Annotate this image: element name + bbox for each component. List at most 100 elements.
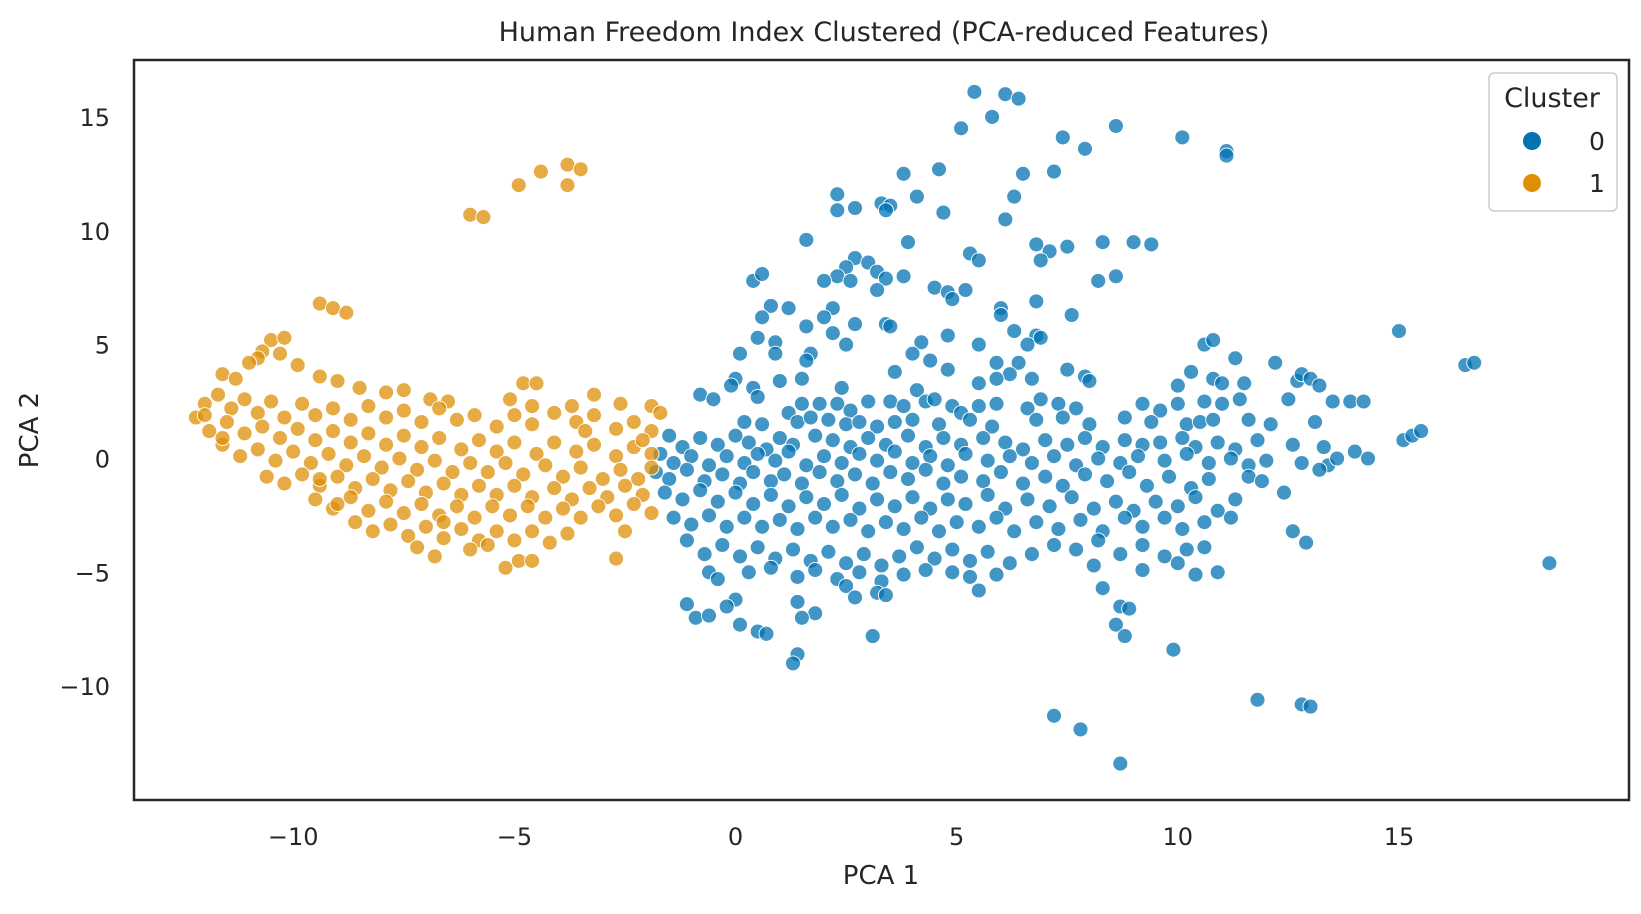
scatter-point-cluster-0 (948, 514, 965, 531)
scatter-point-cluster-0 (860, 523, 877, 540)
scatter-point-cluster-0 (1081, 373, 1098, 389)
scatter-point-cluster-0 (1006, 523, 1023, 540)
scatter-point-cluster-0 (895, 165, 912, 182)
scatter-point-cluster-0 (1360, 450, 1376, 467)
scatter-point-cluster-0 (922, 448, 939, 465)
scatter-point-cluster-0 (1209, 434, 1226, 451)
scatter-point-cluster-1 (351, 379, 368, 396)
scatter-point-cluster-1 (347, 514, 364, 531)
scatter-point-cluster-0 (1072, 721, 1089, 738)
scatter-point-cluster-0 (1169, 498, 1186, 515)
scatter-point-cluster-0 (718, 448, 735, 465)
scatter-point-cluster-0 (1391, 323, 1407, 339)
scatter-point-cluster-0 (838, 578, 855, 594)
scatter-point-cluster-0 (992, 307, 1009, 323)
y-tick-label: 5 (95, 332, 110, 360)
chart-title: Human Freedom Index Clustered (PCA-reduc… (499, 17, 1270, 48)
scatter-point-cluster-1 (546, 434, 563, 451)
scatter-point-cluster-0 (833, 455, 850, 471)
scatter-point-cluster-1 (515, 466, 532, 483)
scatter-point-cluster-0 (732, 616, 748, 633)
scatter-point-cluster-0 (1156, 452, 1173, 469)
scatter-point-cluster-0 (727, 484, 744, 501)
scatter-point-cluster-1 (448, 411, 465, 428)
scatter-point-cluster-0 (1041, 498, 1058, 515)
y-axis: −10 −5 0 5 10 15 (59, 104, 110, 701)
scatter-point-cluster-0 (1090, 532, 1107, 549)
x-tick-label: 10 (1163, 823, 1194, 851)
scatter-point-cluster-1 (307, 491, 324, 508)
scatter-point-cluster-0 (1072, 511, 1089, 528)
scatter-point-cluster-0 (740, 564, 757, 581)
scatter-point-cluster-0 (1125, 234, 1142, 251)
scatter-point-cluster-1 (532, 163, 549, 180)
scatter-point-cluster-0 (1112, 546, 1129, 563)
scatter-point-cluster-1 (311, 295, 328, 312)
scatter-point-cluster-0 (1134, 518, 1151, 535)
scatter-point-cluster-1 (506, 434, 523, 451)
scatter-point-cluster-0 (1209, 502, 1226, 519)
scatter-point-cluster-0 (1293, 455, 1310, 471)
scatter-point-cluster-0 (807, 562, 824, 578)
scatter-point-cluster-0 (895, 398, 912, 415)
scatter-point-cluster-1 (608, 420, 625, 437)
scatter-point-cluster-0 (749, 389, 766, 405)
scatter-point-cluster-1 (395, 505, 412, 522)
scatter-point-cluster-0 (975, 430, 992, 446)
scatter-point-cluster-0 (1099, 473, 1116, 490)
scatter-point-cluster-0 (829, 395, 846, 412)
scatter-point-cluster-1 (289, 420, 306, 437)
scatter-point-cluster-1 (364, 471, 381, 487)
scatter-point-cluster-0 (1209, 564, 1226, 581)
scatter-point-cluster-0 (771, 511, 788, 528)
scatter-point-cluster-1 (563, 398, 580, 415)
scatter-point-cluster-0 (732, 345, 748, 362)
scatter-point-cluster-1 (634, 432, 651, 449)
scatter-point-cluster-1 (307, 407, 324, 424)
scatter-point-cluster-0 (1028, 236, 1045, 253)
scatter-point-cluster-0 (1116, 628, 1133, 645)
scatter-point-cluster-0 (1178, 416, 1195, 433)
scatter-point-cluster-0 (1218, 147, 1235, 164)
scatter-point-cluster-0 (798, 457, 815, 474)
scatter-point-cluster-0 (1315, 439, 1332, 456)
scatter-point-cluster-1 (586, 386, 602, 403)
scatter-point-cluster-0 (1178, 445, 1195, 462)
scatter-point-cluster-1 (612, 395, 629, 412)
scatter-point-cluster-1 (267, 452, 284, 469)
scatter-point-cluster-0 (944, 541, 961, 558)
scatter-point-cluster-1 (329, 373, 346, 389)
scatter-point-cluster-1 (559, 156, 576, 173)
scatter-point-cluster-0 (935, 204, 952, 221)
scatter-point-cluster-0 (877, 514, 894, 531)
scatter-point-cluster-1 (453, 521, 470, 537)
scatter-point-cluster-1 (572, 161, 589, 178)
scatter-point-cluster-0 (957, 496, 974, 512)
scatter-point-cluster-1 (342, 411, 359, 428)
scatter-point-cluster-1 (218, 414, 235, 430)
scatter-point-cluster-1 (524, 523, 541, 540)
scatter-point-cluster-0 (780, 498, 797, 515)
scatter-point-cluster-0 (824, 325, 841, 342)
scatter-point-cluster-0 (935, 475, 952, 492)
scatter-point-cluster-0 (802, 409, 819, 426)
x-axis-label: PCA 1 (843, 861, 919, 891)
scatter-point-cluster-0 (1090, 272, 1107, 289)
scatter-point-cluster-1 (400, 527, 417, 544)
scatter-point-cluster-0 (926, 279, 943, 296)
scatter-point-cluster-0 (944, 564, 961, 581)
y-tick-label: 15 (79, 104, 110, 132)
scatter-point-cluster-0 (904, 489, 921, 506)
scatter-point-cluster-1 (502, 391, 518, 408)
scatter-point-cluster-1 (325, 400, 341, 417)
scatter-point-cluster-0 (816, 309, 832, 326)
scatter-point-cluster-0 (988, 566, 1005, 583)
scatter-point-cluster-0 (1023, 455, 1040, 471)
scatter-point-cluster-0 (904, 455, 921, 471)
y-tick-label: −10 (59, 673, 110, 701)
scatter-point-cluster-1 (395, 402, 412, 419)
scatter-point-cluster-0 (1205, 411, 1222, 428)
scatter-point-cluster-0 (754, 416, 771, 433)
scatter-point-cluster-0 (997, 434, 1014, 451)
